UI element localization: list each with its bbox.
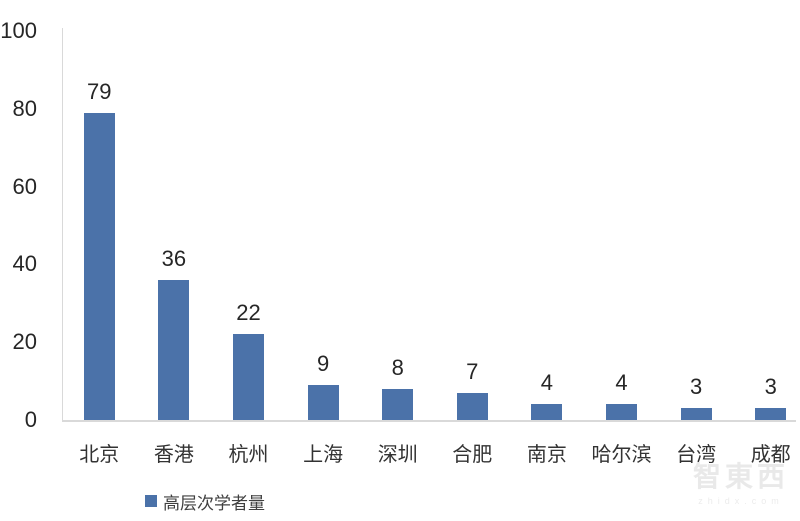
bar: [755, 408, 787, 420]
bar-value-label: 36: [161, 245, 187, 271]
watermark-site-text: zhidx.com: [698, 496, 784, 506]
category-label: 杭州: [228, 444, 269, 466]
category-label: 香港: [153, 444, 194, 466]
bar: [382, 388, 414, 420]
bar-value-label: 79: [87, 78, 112, 104]
y-axis-line: [62, 28, 63, 421]
y-tick-label: 100: [0, 18, 37, 43]
y-tick-label: 80: [12, 95, 37, 121]
bar: [606, 404, 637, 420]
bar: [456, 392, 488, 420]
bar-value-label: 4: [540, 370, 554, 396]
bar-value-label: 8: [391, 354, 404, 380]
y-tick-label: 0: [24, 407, 37, 432]
bar: [680, 408, 712, 420]
bar: [233, 334, 264, 420]
legend-label: 高层次学者量: [163, 493, 265, 513]
x-axis-line: [62, 420, 796, 422]
bar-value-label: 9: [316, 350, 330, 376]
y-tick-label: 20: [12, 329, 37, 355]
category-label: 北京: [79, 444, 120, 466]
category-label: 深圳: [377, 444, 418, 466]
category-label: 南京: [526, 444, 567, 466]
category-label: 成都: [750, 444, 791, 466]
bar: [158, 279, 190, 420]
category-label: 台湾: [676, 444, 717, 466]
y-tick-label: 40: [12, 251, 37, 277]
legend-swatch: [145, 495, 157, 507]
y-tick-label: 60: [12, 173, 37, 199]
category-label: 哈尔滨: [591, 444, 652, 466]
bar-value-label: 3: [764, 374, 777, 400]
bar-value-label: 7: [466, 358, 479, 384]
bar-value-label: 4: [615, 370, 628, 396]
legend: 高层次学者量: [145, 492, 265, 513]
category-label: 上海: [303, 444, 344, 466]
bar: [83, 112, 115, 420]
bar: [307, 384, 339, 420]
bar: [531, 404, 563, 420]
bar-value-label: 3: [689, 374, 703, 400]
category-label: 合肥: [452, 444, 493, 466]
bar-value-label: 22: [236, 300, 261, 326]
